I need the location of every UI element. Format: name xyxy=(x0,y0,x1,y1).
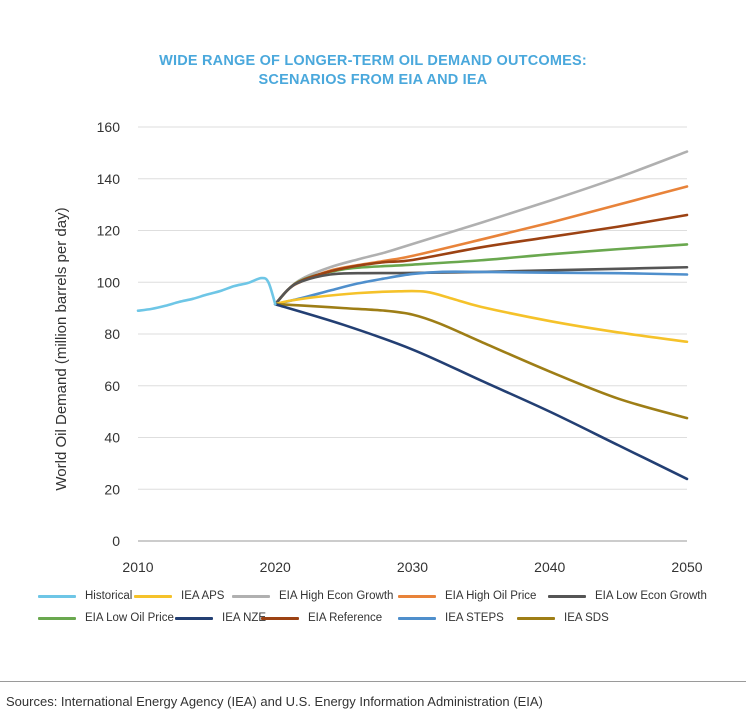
legend-item-historical: Historical xyxy=(38,590,132,602)
legend-row: EIA Low Oil Price IEA NZE EIA Reference IEA… xyxy=(38,612,738,634)
x-tick-label: 2030 xyxy=(397,559,428,575)
y-tick-label: 40 xyxy=(104,430,120,446)
series-line-eia-high-econ-growth xyxy=(273,150,689,306)
legend-label: EIA Low Oil Price xyxy=(85,612,174,624)
x-tick-label: 2010 xyxy=(122,559,153,575)
series-line-eia-high-oil-price xyxy=(273,185,689,306)
series-line-eia-low-econ-growth xyxy=(273,265,689,306)
series-line-iea-steps xyxy=(273,270,689,306)
chart-legend: Historical IEA APS EIA High Econ Growth EIA… xyxy=(38,590,738,634)
chart-title-line-2: SCENARIOS FROM EIA AND IEA xyxy=(258,72,488,88)
x-tick-label: 2020 xyxy=(260,559,291,575)
legend-swatch xyxy=(517,616,555,620)
legend-swatch xyxy=(232,594,270,598)
x-tick-label: 2040 xyxy=(534,559,565,575)
x-tick-label: 2050 xyxy=(671,559,702,575)
y-tick-label: 100 xyxy=(97,274,121,290)
legend-label: IEA APS xyxy=(181,590,225,602)
y-tick-label: 140 xyxy=(97,171,121,187)
legend-swatch xyxy=(175,616,213,620)
legend-item-eia-low-oil-price: EIA Low Oil Price xyxy=(38,612,174,624)
legend-item-iea-sds: IEA SDS xyxy=(517,612,609,624)
legend-label: EIA High Econ Growth xyxy=(279,590,394,602)
y-tick-label: 80 xyxy=(104,326,120,342)
footer-divider xyxy=(0,681,746,682)
series-line-historical xyxy=(136,276,277,313)
legend-item-iea-nze: IEA NZE xyxy=(175,612,266,624)
legend-swatch xyxy=(38,616,76,620)
legend-label: IEA SDS xyxy=(564,612,609,624)
legend-item-eia-reference: EIA Reference xyxy=(261,612,382,624)
y-axis-label: World Oil Demand (million barrels per da… xyxy=(53,207,70,490)
y-tick-label: 160 xyxy=(97,119,121,135)
legend-row: Historical IEA APS EIA High Econ Growth EIA… xyxy=(38,590,738,612)
source-note: Sources: International Energy Agency (IE… xyxy=(6,694,543,709)
legend-swatch xyxy=(398,594,436,598)
legend-label: Historical xyxy=(85,590,133,602)
chart-title: WIDE RANGE OF LONGER-TERM OIL DEMAND OUT… xyxy=(0,52,746,90)
legend-swatch xyxy=(398,616,436,620)
series-line-iea-nze xyxy=(273,302,689,481)
legend-label: EIA Low Econ Growth xyxy=(595,590,707,602)
chart-title-line-1: WIDE RANGE OF LONGER-TERM OIL DEMAND OUT… xyxy=(159,53,587,69)
legend-swatch xyxy=(38,594,76,598)
series-line-iea-aps xyxy=(273,289,689,344)
legend-label: IEA NZE xyxy=(222,612,267,624)
y-tick-label: 120 xyxy=(97,223,121,239)
legend-item-iea-aps: IEA APS xyxy=(134,590,224,602)
legend-item-iea-steps: IEA STEPS xyxy=(398,612,504,624)
legend-label: IEA STEPS xyxy=(445,612,504,624)
legend-swatch xyxy=(134,594,172,598)
legend-item-eia-high-econ-growth: EIA High Econ Growth xyxy=(232,590,393,602)
legend-swatch xyxy=(261,616,299,620)
legend-label: EIA Reference xyxy=(308,612,383,624)
y-tick-label: 0 xyxy=(112,533,120,549)
legend-swatch xyxy=(548,594,586,598)
series-line-iea-sds xyxy=(273,302,689,420)
y-tick-label: 20 xyxy=(104,481,120,497)
legend-item-eia-high-oil-price: EIA High Oil Price xyxy=(398,590,536,602)
legend-item-eia-low-econ-growth: EIA Low Econ Growth xyxy=(548,590,707,602)
y-tick-label: 60 xyxy=(104,378,120,394)
legend-label: EIA High Oil Price xyxy=(445,590,537,602)
